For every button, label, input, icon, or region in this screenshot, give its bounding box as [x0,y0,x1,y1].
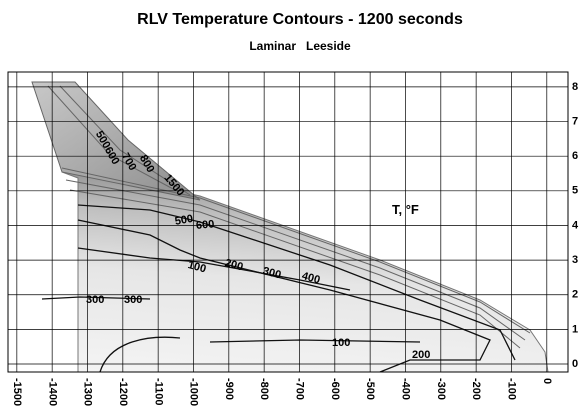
y-tick-label: 1 [572,323,578,335]
contour-label: 600 [195,218,214,232]
y-tick-label: 3 [572,254,578,266]
x-tick-label: -1100 [152,378,164,406]
plot-area [8,72,568,372]
contour-label: 300 [261,265,282,281]
x-tick-label: -1000 [188,378,200,406]
y-tick-label: 8 [572,81,578,93]
y-tick-label: 4 [572,219,579,231]
contour-label: 100 [186,259,207,275]
chart-subtitle: Laminar Leeside [249,39,351,53]
contour-label: 200 [223,257,244,273]
x-tick-label: -100 [506,378,518,400]
x-tick-label: -200 [470,378,482,400]
contour-label: 300 [124,294,142,306]
vehicle-shape [31,81,549,372]
x-tick-label: -300 [435,378,447,400]
x-tick-label: -800 [258,378,270,400]
contour-label: 300 [86,294,104,306]
x-tick-label: -1500 [11,378,23,406]
x-tick-label: -1200 [117,378,129,406]
y-tick-label: 7 [572,115,578,127]
chart-title: RLV Temperature Contours - 1200 seconds [137,11,463,28]
contour-label: 200 [412,349,430,361]
contour-label: 100 [332,337,350,349]
contour-label: 500 [174,213,194,228]
y-tick-label: 2 [572,289,578,301]
x-tick-label: -1300 [82,378,94,406]
x-tick-label: -900 [223,378,235,400]
y-tick-label: 0 [572,358,578,370]
y-tick-label: 5 [572,185,578,197]
plot-frame [7,71,569,373]
x-tick-label: -400 [400,378,412,400]
x-tick-label: -600 [329,378,341,400]
x-tick-label: -700 [294,378,306,400]
x-tick-label: -1400 [46,378,58,406]
y-tick-label: 6 [572,150,578,162]
legend-label: T, °F [392,202,419,217]
contour-label: 400 [300,270,321,286]
x-tick-label: 0 [541,378,553,384]
x-tick-label: -500 [364,378,376,400]
